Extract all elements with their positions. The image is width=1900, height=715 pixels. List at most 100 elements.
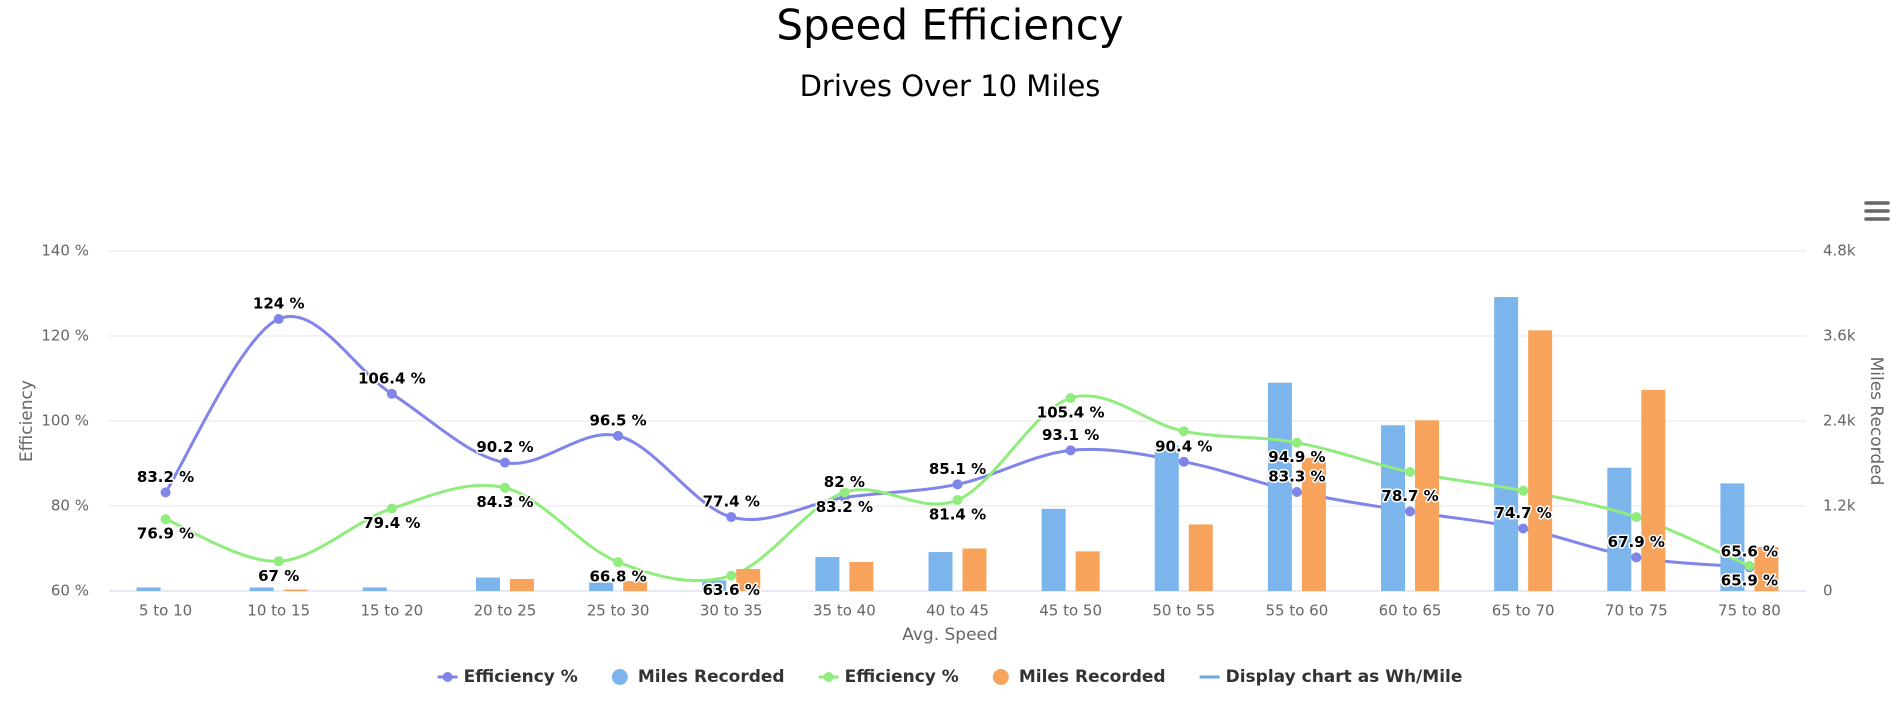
bar — [283, 589, 308, 591]
data-label: 81.4 % — [929, 506, 986, 524]
y-tick-label: 80 % — [51, 497, 89, 515]
point — [386, 388, 397, 399]
bar — [249, 587, 274, 591]
point — [1291, 486, 1302, 497]
x-tick-label: 55 to 60 — [1266, 602, 1329, 620]
y-tick-label: 120 % — [41, 327, 89, 345]
point — [1518, 485, 1529, 496]
legend-symbol — [992, 669, 1009, 685]
data-label: 85.1 % — [929, 460, 986, 478]
bar — [1041, 508, 1066, 591]
point — [386, 503, 397, 514]
point — [160, 514, 171, 525]
legend-item[interactable]: Efficiency % — [437, 667, 578, 687]
data-label: 124 % — [253, 295, 305, 313]
bar — [1494, 297, 1519, 591]
legend-item[interactable]: Miles Recorded — [611, 667, 785, 687]
legend-symbol — [823, 672, 834, 682]
y-axis-title: Efficiency — [17, 380, 37, 462]
legend-symbol — [611, 669, 628, 685]
data-label: 63.6 % — [703, 581, 760, 599]
bar — [815, 557, 840, 591]
data-label: 65.9 % — [1721, 571, 1778, 589]
point — [273, 556, 284, 567]
point — [499, 482, 510, 493]
data-label: 79.4 % — [363, 514, 420, 532]
point — [1178, 426, 1189, 437]
bar — [589, 582, 614, 591]
y2-tick-label: 2.4k — [1823, 412, 1856, 430]
data-label: 90.4 % — [1155, 437, 1212, 455]
bar — [1301, 457, 1326, 591]
x-tick-label: 5 to 10 — [139, 602, 192, 620]
data-label: 93.1 % — [1042, 426, 1099, 444]
data-label: 74.7 % — [1495, 504, 1552, 522]
bar — [623, 581, 648, 591]
y2-tick-label: 0 — [1823, 582, 1833, 600]
data-label: 106.4 % — [358, 369, 426, 387]
point — [1178, 456, 1189, 467]
data-label: 78.7 % — [1381, 487, 1438, 505]
x-tick-label: 10 to 15 — [247, 602, 310, 620]
data-label: 83.3 % — [1268, 467, 1325, 485]
bar — [509, 578, 534, 591]
data-label: 83.2 % — [816, 498, 873, 516]
data-label: 84.3 % — [476, 493, 533, 511]
data-label: 76.9 % — [137, 525, 194, 543]
menu-icon[interactable] — [1864, 201, 1890, 221]
chart-subtitle: Drives Over 10 Miles — [800, 69, 1101, 103]
bar — [736, 569, 761, 591]
y-tick-label: 100 % — [41, 412, 89, 430]
bar — [1641, 389, 1666, 591]
bar — [962, 548, 987, 591]
point — [273, 314, 284, 324]
bar — [1720, 483, 1745, 591]
point — [839, 487, 850, 498]
legend-item[interactable]: Efficiency % — [818, 667, 959, 687]
x-axis-title: Avg. Speed — [902, 625, 998, 645]
point — [613, 430, 624, 441]
point — [726, 570, 737, 581]
x-tick-label: 30 to 35 — [700, 602, 763, 620]
bar — [1607, 467, 1632, 591]
point — [160, 487, 171, 498]
x-tick-label: 20 to 25 — [474, 602, 537, 620]
point — [726, 512, 737, 523]
bar — [475, 577, 500, 591]
legend-label: Miles Recorded — [1019, 667, 1166, 687]
menu-button[interactable] — [1864, 200, 1890, 224]
data-label: 82 % — [824, 473, 865, 491]
point — [499, 457, 510, 468]
data-label: 83.2 % — [137, 468, 194, 486]
point — [1065, 445, 1076, 456]
x-tick-label: 60 to 65 — [1379, 602, 1442, 620]
data-label: 67 % — [258, 567, 299, 585]
x-tick-label: 15 to 20 — [360, 602, 423, 620]
x-tick-label: 70 to 75 — [1605, 602, 1668, 620]
x-tick-label: 65 to 70 — [1492, 602, 1555, 620]
bar — [362, 587, 387, 591]
legend-item[interactable]: Display chart as Wh/Mile — [1199, 667, 1463, 687]
bar — [1754, 547, 1779, 591]
x-tick-label: 45 to 50 — [1039, 602, 1102, 620]
data-label: 105.4 % — [1037, 404, 1105, 422]
data-label: 67.9 % — [1608, 533, 1665, 551]
point — [1291, 437, 1302, 448]
data-label: 90.2 % — [476, 438, 533, 456]
x-tick-label: 50 to 55 — [1152, 602, 1215, 620]
bar — [1267, 382, 1292, 591]
legend: Efficiency % Miles Recorded Efficiency % Mi… — [437, 667, 1463, 687]
legend-label: Display chart as Wh/Mile — [1226, 667, 1463, 687]
point — [1405, 467, 1416, 477]
bar — [1381, 425, 1406, 591]
chart-title: Speed Efficiency — [776, 1, 1123, 50]
legend-label: Efficiency % — [464, 667, 578, 687]
point — [1631, 512, 1642, 523]
point — [1518, 523, 1529, 534]
x-tick-label: 40 to 45 — [926, 602, 989, 620]
x-tick-label: 75 to 80 — [1718, 602, 1781, 620]
legend-item[interactable]: Miles Recorded — [992, 667, 1166, 687]
bar — [849, 561, 874, 591]
point — [613, 557, 624, 568]
